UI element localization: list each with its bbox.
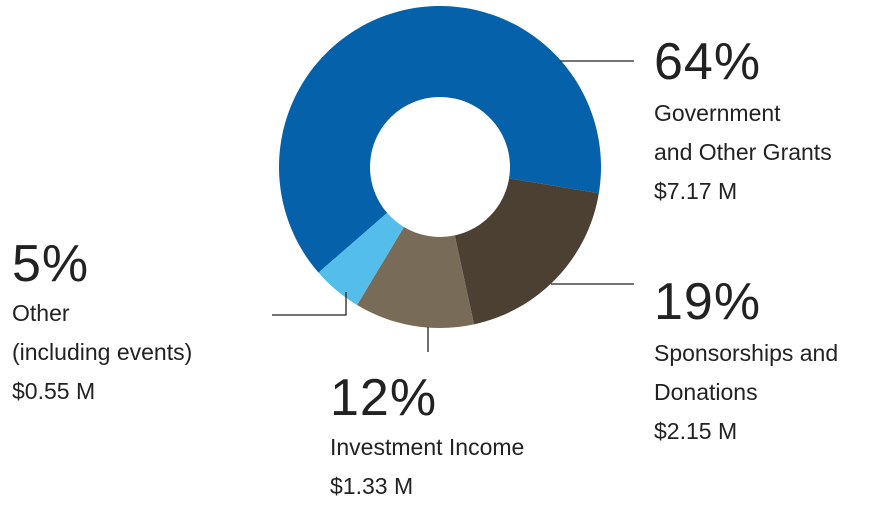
slice-value-label: $1.33 M [330,473,414,500]
slice-investment-income [357,227,475,328]
slice-percent-label: 12% [330,369,438,427]
slice-label: Other [12,300,70,326]
callout-government-grants: 64% Government and Other Grants $7.17 M [654,36,832,211]
slice-label: (including events) [12,339,193,366]
slice-other [318,212,404,306]
callout-other: 5% Other (including events) $0.55 M [12,238,192,411]
slice-label: Sponsorships and [654,340,839,366]
slice-label: Government [654,100,781,126]
slice-value-label: $0.55 M [12,378,96,405]
slice-value-label: $7.17 M [654,178,738,205]
callout-sponsorships-donations: 19% Sponsorships and Donations $2.15 M [654,276,838,451]
slice-sponsorships-donations [454,178,599,325]
slice-percent-label: 19% [654,273,762,331]
slice-label: Investment Income [330,434,525,460]
leader-line [272,292,347,316]
slice-label: Donations [654,379,758,406]
slice-percent-label: 5% [12,235,90,293]
slice-value-label: $2.15 M [654,418,738,445]
slice-percent-label: 64% [654,33,762,91]
callout-investment-income: 12% Investment Income $1.33 M [330,372,524,506]
slice-label: and Other Grants [654,139,832,166]
slice-government-grants [279,6,601,273]
